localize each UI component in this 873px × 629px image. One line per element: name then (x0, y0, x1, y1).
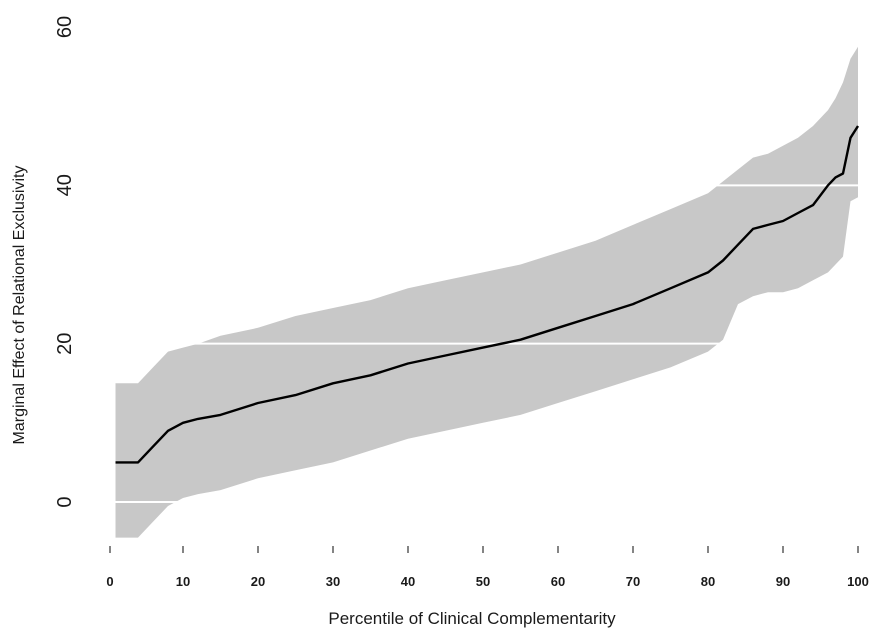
y-axis: 0 20 40 60 (54, 16, 76, 508)
x-axis-title: Percentile of Clinical Complementarity (328, 609, 616, 628)
x-tick-label: 0 (106, 574, 113, 589)
y-tick-label: 20 (54, 333, 76, 355)
y-tick-label: 40 (54, 174, 76, 196)
x-tick-label: 80 (701, 574, 715, 589)
x-tick-label: 10 (176, 574, 190, 589)
x-tick-label: 60 (551, 574, 565, 589)
estimate-line (115, 125, 860, 464)
y-tick-label: 0 (54, 496, 76, 507)
y-axis-title: Marginal Effect of Relational Exclusivit… (11, 166, 28, 445)
gridlines (108, 26, 873, 503)
estimate-line-layer (115, 125, 860, 464)
x-tick-label: 50 (476, 574, 490, 589)
confidence-band-layer (115, 46, 858, 538)
x-tick-label: 40 (401, 574, 415, 589)
x-tick-label: 70 (626, 574, 640, 589)
confidence-band (115, 46, 858, 538)
x-tick-label: 30 (326, 574, 340, 589)
x-axis: 0 10 20 30 40 50 60 70 80 90 100 (106, 546, 869, 589)
x-tick-label: 20 (251, 574, 265, 589)
x-tick-label: 90 (776, 574, 790, 589)
y-tick-label: 60 (54, 16, 76, 38)
x-tick-label: 100 (847, 574, 869, 589)
